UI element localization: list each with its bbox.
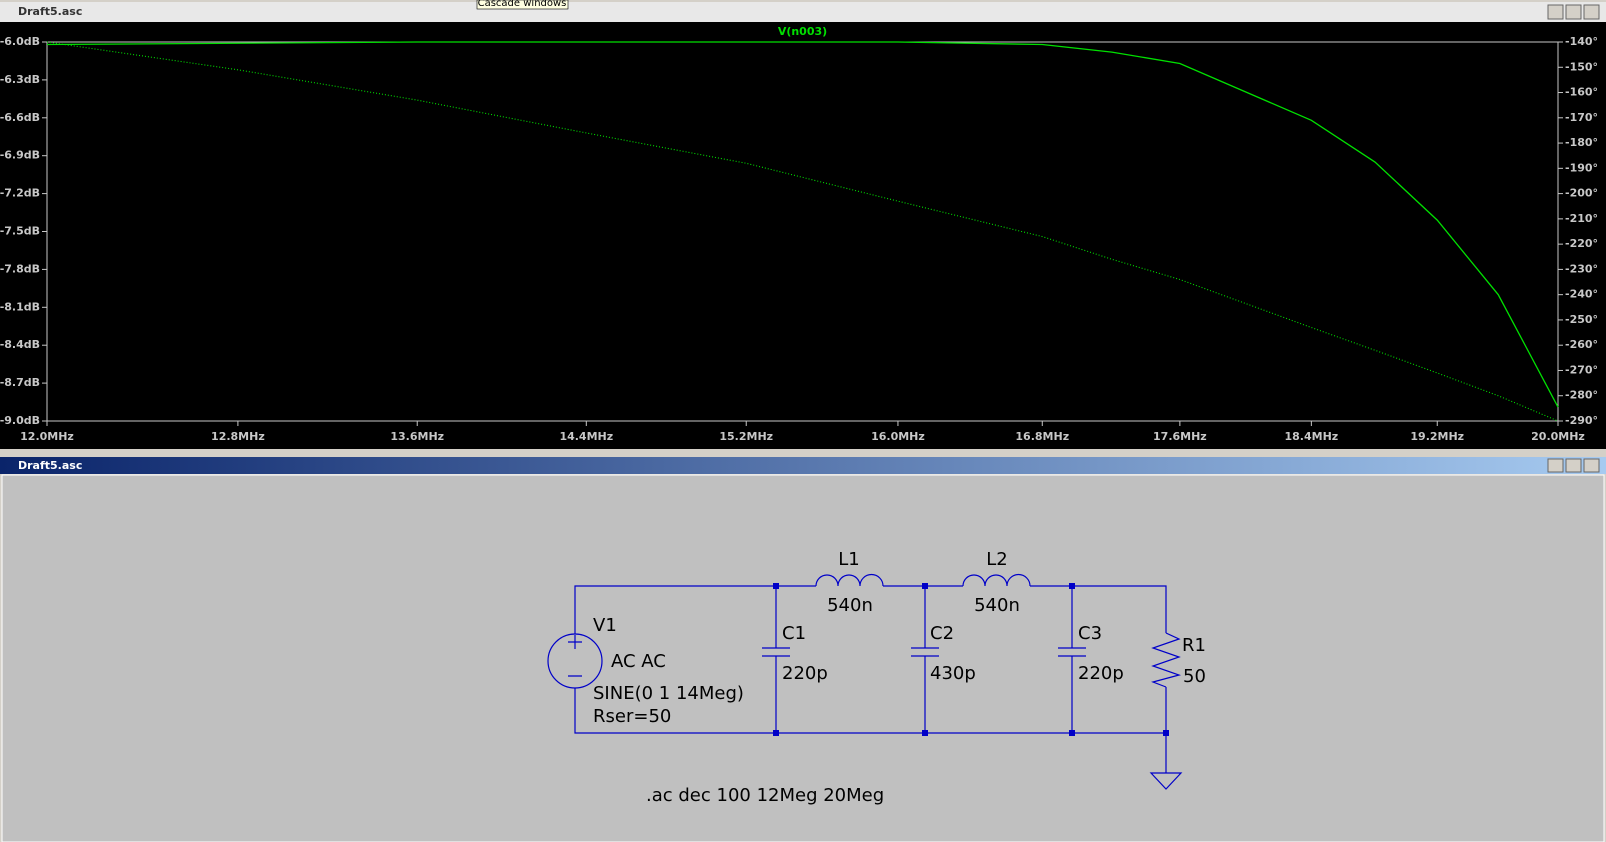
schematic-canvas: [1, 474, 1605, 842]
cap-wires: [775, 586, 1073, 733]
tooltip: Cascade windows: [478, 0, 567, 9]
y2-tick-label: -280°: [1565, 389, 1598, 402]
circuit: V1 AC AC SINE(0 1 14Meg) Rser=50 L1 540n…: [547, 549, 1206, 806]
plot-title-bar: [0, 2, 1606, 22]
y-tick-label: -6.6dB: [0, 111, 40, 124]
ground: [1149, 733, 1183, 790]
r1-value: 50: [1183, 666, 1206, 687]
y2-tick-label: -270°: [1565, 363, 1598, 376]
source-signs: [568, 635, 582, 677]
y2-tick-label: -160°: [1565, 86, 1598, 99]
capacitor-c1: [762, 647, 790, 657]
maximize-button[interactable]: [1565, 458, 1582, 473]
y-tick-label: -7.2dB: [0, 187, 40, 200]
x-tick-label: 15.2MHz: [719, 430, 773, 443]
y2-tick-label: -200°: [1565, 187, 1598, 200]
inductor-l1: [815, 573, 884, 587]
v1-function: SINE(0 1 14Meg): [593, 683, 744, 704]
y-tick-label: -7.8dB: [0, 262, 40, 275]
y2-tick-label: -190°: [1565, 161, 1598, 174]
v1-parasitic: Rser=50: [593, 706, 671, 727]
x-tick-label: 14.4MHz: [559, 430, 613, 443]
x-tick-label: 12.8MHz: [211, 430, 265, 443]
junctions: [773, 583, 1169, 736]
x-tick-label: 20.0MHz: [1531, 430, 1585, 443]
y-tick-label: -8.7dB: [0, 376, 40, 389]
v1-name: V1: [593, 615, 617, 636]
schematic-title-bar: [0, 457, 1606, 474]
c3-value: 220p: [1078, 663, 1124, 684]
y-tick-label: -6.3dB: [0, 73, 40, 86]
x-tick-label: 18.4MHz: [1285, 430, 1339, 443]
plot-pane: [0, 22, 1606, 449]
v1-value: AC AC: [611, 651, 666, 672]
r1-name: R1: [1182, 635, 1206, 656]
y-tick-label: -9.0dB: [0, 414, 40, 427]
plot-window-buttons[interactable]: [1547, 4, 1600, 20]
tooltip-box: [476, 0, 569, 10]
c2-value: 430p: [930, 663, 976, 684]
capacitor-c3: [1058, 647, 1086, 657]
c1-value: 220p: [782, 663, 828, 684]
y-tick-label: -8.4dB: [0, 338, 40, 351]
y2-tick-label: -260°: [1565, 338, 1598, 351]
y2-tick-label: -210°: [1565, 212, 1598, 225]
maximize-button[interactable]: [1565, 4, 1582, 20]
l1-name: L1: [838, 549, 859, 570]
minimize-button[interactable]: [1547, 4, 1564, 20]
legend-entry: V(n003): [778, 25, 827, 38]
minimize-button[interactable]: [1547, 458, 1564, 473]
schematic-window-title: Draft5.asc: [18, 459, 82, 472]
l2-name: L2: [986, 549, 1007, 570]
voltage-source: [547, 633, 603, 689]
x-tick-label: 17.6MHz: [1153, 430, 1207, 443]
inductor-l2: [962, 573, 1031, 587]
y2-tick-label: -220°: [1565, 237, 1598, 250]
y2-tick-label: -230°: [1565, 262, 1598, 275]
y-tick-label: -6.0dB: [0, 35, 40, 48]
y-tick-label: -8.1dB: [0, 300, 40, 313]
y2-tick-label: -290°: [1565, 414, 1598, 427]
x-tick-label: 16.8MHz: [1015, 430, 1069, 443]
y2-tick-label: -140°: [1565, 35, 1598, 48]
y2-tick-label: -250°: [1565, 313, 1598, 326]
y2-tick-label: -150°: [1565, 60, 1598, 73]
y2-tick-label: -170°: [1565, 111, 1598, 124]
y-tick-label: -6.9dB: [0, 149, 40, 162]
y-tick-label: -7.5dB: [0, 225, 40, 238]
y2-tick-label: -180°: [1565, 136, 1598, 149]
l2-value: 540n: [974, 595, 1020, 616]
x-tick-label: 16.0MHz: [871, 430, 925, 443]
resistor-r1: [1151, 632, 1182, 688]
x-tick-label: 12.0MHz: [20, 430, 74, 443]
x-tick-label: 19.2MHz: [1410, 430, 1464, 443]
c1-name: C1: [782, 623, 806, 644]
close-button[interactable]: [1583, 458, 1600, 473]
y2-tick-label: -240°: [1565, 288, 1598, 301]
c2-name: C2: [930, 623, 954, 644]
plot: -6.0dB -6.3dB -6.6dB -6.9dB -7.2dB -7.5dB -7.8…: [0, 25, 1598, 443]
close-button[interactable]: [1583, 4, 1600, 20]
plot-window-title: Draft5.asc: [18, 5, 82, 18]
series-line: [46, 41, 1559, 408]
capacitor-c2: [911, 647, 939, 657]
c3-name: C3: [1078, 623, 1102, 644]
schematic-window-buttons[interactable]: [1547, 458, 1600, 473]
x-tick-label: 13.6MHz: [390, 430, 444, 443]
spice-directive: .ac dec 100 12Meg 20Meg: [646, 785, 884, 806]
l1-value: 540n: [827, 595, 873, 616]
